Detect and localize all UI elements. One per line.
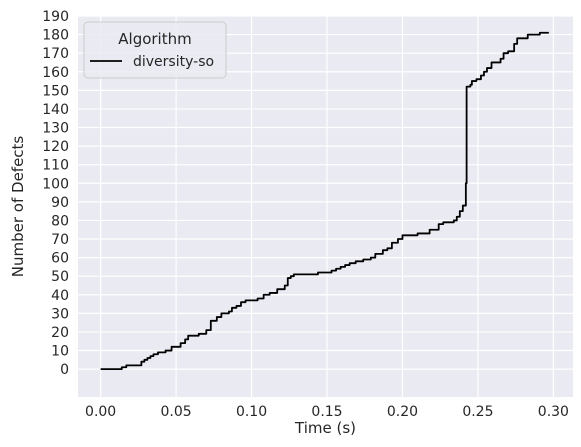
y-tick-label: 160: [42, 65, 69, 81]
y-tick-label: 0: [60, 362, 69, 378]
y-tick-label: 50: [51, 269, 69, 285]
y-tick-label: 190: [42, 9, 69, 25]
x-tick-label: 0.05: [161, 404, 192, 420]
y-tick-label: 120: [42, 139, 69, 155]
x-tick-label: 0.00: [85, 404, 116, 420]
x-axis-label: Time (s): [294, 419, 356, 437]
y-tick-labels: 0 10 20 30 40 50 60 70 80 90 100 110 120 130 140 150 160…: [42, 9, 69, 378]
x-tick-label: 0.20: [387, 404, 418, 420]
y-axis-label: Number of Defects: [9, 136, 27, 278]
y-tick-label: 40: [51, 288, 69, 304]
y-tick-label: 80: [51, 213, 69, 229]
plot-background: [78, 16, 573, 397]
x-tick-label: 0.25: [462, 404, 493, 420]
legend-box: [83, 21, 227, 79]
y-tick-label: 150: [42, 83, 69, 99]
x-tick-labels: 0.00 0.05 0.10 0.15 0.20 0.25 0.30: [85, 404, 569, 420]
y-tick-label: 60: [51, 251, 69, 267]
series-lines: [100, 31, 549, 371]
x-tick-label: 0.15: [311, 404, 342, 420]
legend-title: Algorithm: [118, 30, 191, 48]
y-tick-label: 170: [42, 46, 69, 62]
series-line: [100, 31, 549, 371]
y-tick-label: 20: [51, 325, 69, 341]
y-tick-label: 110: [42, 158, 69, 174]
y-tick-label: 70: [51, 232, 69, 248]
x-tick-label: 0.30: [538, 404, 569, 420]
legend-entry-label: diversity-so: [133, 54, 214, 70]
grid-lines: [78, 15, 573, 397]
y-tick-label: 100: [42, 176, 69, 192]
y-tick-label: 180: [42, 28, 69, 44]
y-tick-label: 90: [51, 195, 69, 211]
x-tick-label: 0.10: [236, 404, 267, 420]
y-tick-label: 10: [51, 344, 69, 360]
y-tick-label: 130: [42, 121, 69, 137]
legend: Algorithm diversity-so: [83, 21, 227, 79]
y-tick-label: 140: [42, 102, 69, 118]
y-tick-label: 30: [51, 306, 69, 322]
